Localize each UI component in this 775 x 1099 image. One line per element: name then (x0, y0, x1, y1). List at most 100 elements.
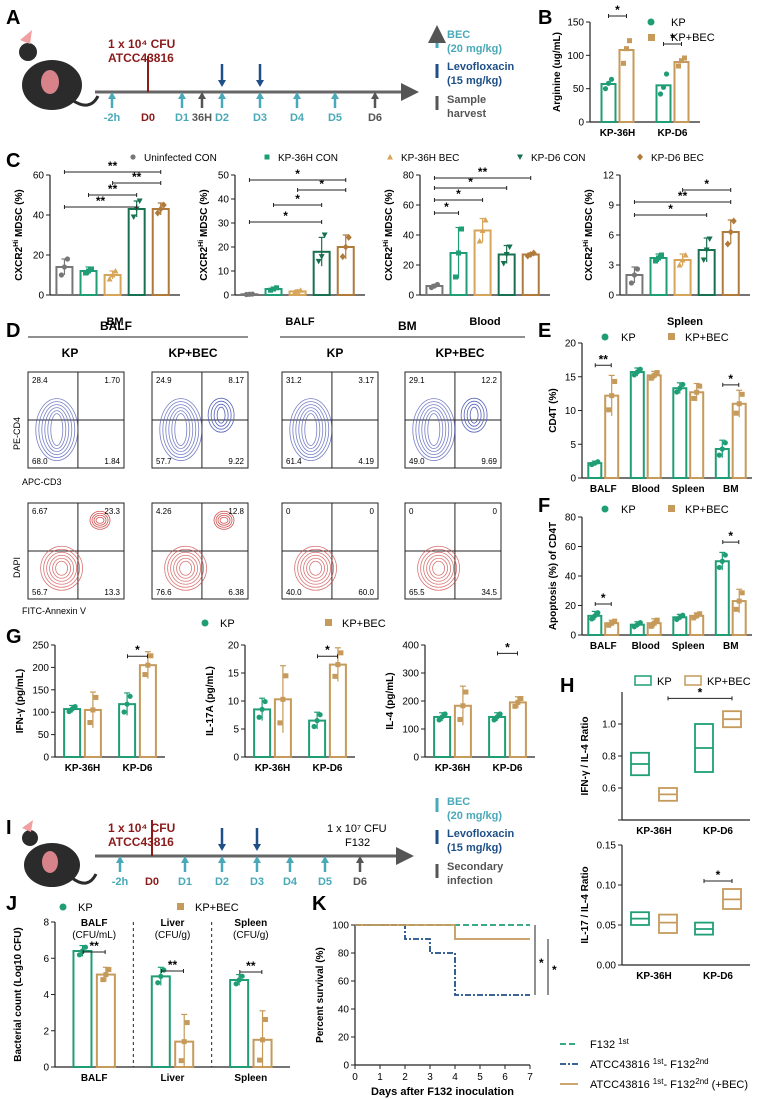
data-point (730, 217, 737, 225)
y-tick-label: 40 (33, 211, 45, 222)
data-point (89, 266, 95, 272)
contour (50, 413, 64, 447)
data-point (682, 252, 689, 258)
data-point (262, 698, 268, 705)
contour (417, 545, 461, 591)
timeline-label: D4 (283, 876, 298, 888)
significance-label: * (728, 372, 733, 386)
arrow-head (198, 92, 206, 99)
data-point (631, 272, 638, 278)
contour (432, 560, 446, 576)
y-axis-label: CXCR2Hi MDSC (%) (198, 189, 210, 280)
data-point (311, 723, 317, 730)
y-tick-label: 20 (228, 641, 240, 652)
data-point (691, 615, 697, 621)
timeline-label: D3 (253, 112, 267, 124)
legend-kp: KP (78, 902, 93, 914)
contour (301, 410, 321, 450)
x-tick-label: KP-D6 (703, 971, 733, 982)
legend-c: Uninfected CON KP-36H CON KP-36H BEC KP-D6 … (130, 153, 704, 164)
legend-label: KP-36H CON (278, 153, 338, 164)
contour (424, 410, 444, 450)
data-point (612, 618, 618, 624)
significance-label: * (295, 167, 300, 181)
subpanel-title: Liver (161, 918, 185, 929)
y-tick-label: 50 (218, 171, 230, 182)
data-point (716, 452, 722, 458)
y-axis-label: Percent survival (%) (315, 947, 326, 1043)
x-tick-label: 1 (377, 1072, 383, 1083)
data-point (297, 287, 304, 293)
legend-kp: KP (621, 504, 636, 516)
contour (38, 401, 76, 459)
contour (306, 557, 326, 579)
bar (672, 387, 688, 480)
quadrant-value: 0 (370, 507, 375, 516)
y-tick-label: 40 (218, 195, 230, 206)
panel-h: H KP KP+BEC 0.6 0.8 1.0 IFN-γ / IL-4 Ratio K… (560, 675, 751, 982)
x-tick-label: KP-D6 (703, 826, 733, 837)
y-axis-label: IL-17 / IL-4 Ratio (580, 866, 591, 943)
contour (297, 548, 335, 588)
x-tick-label: 3 (427, 1072, 433, 1083)
arrow-head (253, 856, 261, 863)
legend-sec: Secondary (447, 861, 504, 873)
quadrant-value: 3.17 (358, 376, 374, 385)
x-tick-label: Spleen (234, 1073, 267, 1084)
panel-letter: A (6, 7, 20, 29)
data-point (178, 1058, 184, 1064)
y-tick-label: 0.05 (597, 921, 617, 932)
d-balf-title: BALF (100, 319, 132, 333)
arrow-head (253, 844, 261, 851)
y-tick-label: 9 (608, 201, 614, 212)
quadrant-value: 6.67 (32, 507, 48, 516)
data-point (700, 257, 707, 263)
y-tick-label: 5 (570, 440, 576, 451)
arrow-head (108, 92, 116, 99)
quadrant-value: 9.22 (228, 457, 244, 466)
quadrant-value: 65.5 (409, 588, 425, 597)
quadrant-value: 0 (286, 507, 291, 516)
arrow-head (286, 856, 294, 863)
quadrant-value: 76.6 (156, 588, 172, 597)
y-tick-label: 50 (573, 84, 585, 95)
legend-i: BEC (20 mg/kg) Levofloxacin (15 mg/kg) S… (435, 796, 515, 887)
data-point (595, 610, 601, 616)
data-point (239, 973, 245, 979)
data-point (637, 620, 643, 626)
data-point (317, 712, 323, 718)
data-point (609, 620, 615, 626)
data-point (722, 440, 728, 446)
data-point (722, 552, 728, 558)
data-point (656, 255, 662, 261)
contour (215, 512, 233, 528)
data-point (719, 446, 725, 452)
y-tick-label: 0 (413, 753, 419, 764)
data-point (659, 252, 665, 258)
contour (295, 404, 327, 456)
legend-label: ATCC43816 1st- F1322nd (+BEC) (590, 1077, 748, 1091)
data-point (268, 287, 274, 293)
data-point (682, 55, 687, 61)
legend-label: KP-D6 BEC (651, 153, 704, 164)
data-point (148, 653, 154, 659)
data-point (680, 612, 686, 618)
axis-label: FITC-Annexin V (22, 606, 86, 616)
panel-letter: J (6, 893, 17, 915)
data-point (674, 389, 680, 395)
panel-letter: G (6, 626, 22, 648)
x-tick-label: Spleen (672, 484, 705, 495)
data-point (602, 86, 609, 92)
data-point (515, 699, 521, 705)
bar (618, 49, 635, 123)
significance-label: * (295, 192, 300, 206)
contour (44, 407, 70, 453)
data-point (453, 274, 459, 280)
contour (162, 401, 200, 459)
data-point (106, 276, 113, 282)
panel-letter: B (538, 7, 552, 29)
panel-d: D BALF BM KP KP+BEC KP KP+BEC 28.4 1.70 68… (6, 319, 525, 616)
contour (40, 545, 83, 591)
bar (151, 208, 170, 296)
y-axis-label: Arginine (ug/mL) (552, 32, 563, 112)
